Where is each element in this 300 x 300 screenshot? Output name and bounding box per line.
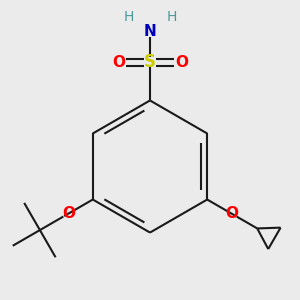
Text: H: H (123, 10, 134, 24)
Text: O: O (62, 206, 75, 221)
Text: O: O (225, 206, 238, 221)
Text: S: S (144, 53, 156, 71)
Text: H: H (166, 10, 177, 24)
Text: O: O (112, 55, 125, 70)
Text: O: O (175, 55, 188, 70)
Text: N: N (144, 24, 156, 39)
